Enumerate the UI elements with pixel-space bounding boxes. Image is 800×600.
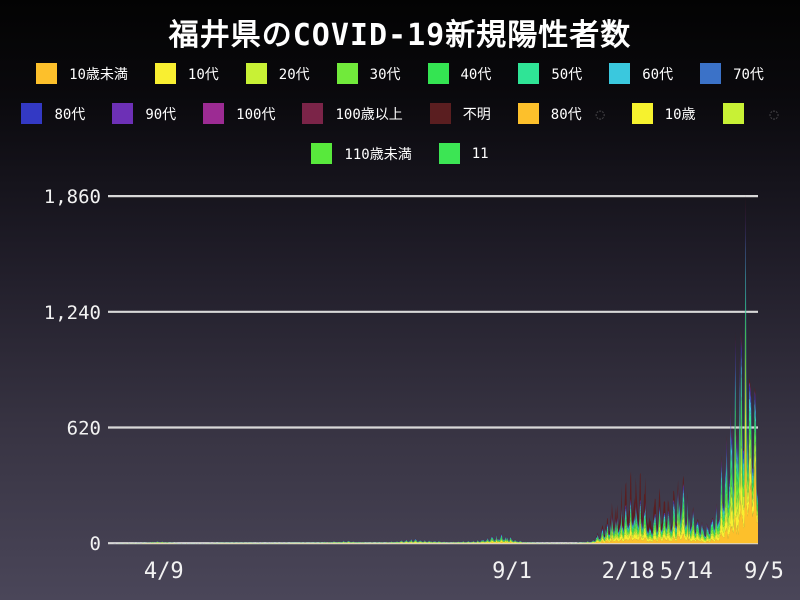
legend-ghost-glyph: ◌ bbox=[769, 104, 779, 123]
legend-swatch bbox=[609, 63, 631, 84]
legend-item-r2-1: 80代 bbox=[21, 103, 85, 124]
x-tick-label-2-18: 2/18 bbox=[602, 559, 655, 584]
x-tick-label-9-1: 9/1 bbox=[492, 559, 532, 584]
y-tick-label-1860: 1,860 bbox=[44, 186, 101, 208]
legend-item-r2-7: 10歳 bbox=[631, 103, 696, 124]
legend-item-r1-1: 10歳未満 bbox=[36, 63, 128, 84]
legend-swatch bbox=[203, 103, 225, 124]
legend-swatch bbox=[21, 103, 43, 124]
legend-label: 10代 bbox=[187, 66, 219, 83]
area-band-40s bbox=[110, 281, 758, 544]
legend-label: 20代 bbox=[278, 66, 310, 83]
legend-label: 90代 bbox=[145, 106, 177, 123]
legend-swatch bbox=[631, 103, 653, 124]
legend-swatch bbox=[700, 63, 722, 84]
legend-label: 10歳未満 bbox=[69, 66, 128, 83]
legend-swatch bbox=[154, 63, 176, 84]
legend-label: 100代 bbox=[236, 106, 276, 123]
legend-label: 60代 bbox=[642, 66, 674, 83]
legend-item-r1-4: 30代 bbox=[336, 63, 401, 84]
legend-row-1: 10歳未満 10代 20代 30代 40代 50代 60代 70代 bbox=[36, 63, 764, 84]
legend-row-3: 110歳未満 11 bbox=[311, 143, 489, 164]
legend-item-r1-8: 70代 bbox=[700, 63, 764, 84]
legend-ghost-glyph: ◌ bbox=[595, 104, 605, 123]
legend-label: 40代 bbox=[460, 66, 492, 83]
area-band-100s bbox=[110, 203, 758, 544]
legend-item-r1-2: 10代 bbox=[154, 63, 219, 84]
chart-title: 福井県のCOVID-19新規陽性者数 bbox=[168, 18, 632, 53]
area-band-20s bbox=[110, 338, 758, 544]
y-tick-label-1240: 1,240 bbox=[44, 302, 101, 324]
legend-label: 10歳 bbox=[664, 106, 696, 123]
legend-swatch bbox=[36, 63, 58, 84]
legend-item-r2-2: 90代 bbox=[112, 103, 176, 124]
legend-item-r2-6: 80代 ◌ bbox=[517, 103, 605, 124]
legend-label: 110歳未満 bbox=[344, 146, 412, 163]
x-tick-label-5-14: 5/14 bbox=[660, 559, 713, 584]
area-band-over100 bbox=[110, 200, 758, 544]
legend-swatch bbox=[518, 63, 540, 84]
legend-label: 70代 bbox=[733, 66, 764, 83]
legend-swatch bbox=[112, 103, 134, 124]
legend-item-r3-2: 11 bbox=[438, 143, 489, 164]
legend-item-r1-7: 60代 bbox=[609, 63, 673, 84]
legend-label: 不明 bbox=[462, 106, 491, 123]
legend-label: 100歳以上 bbox=[335, 106, 403, 123]
area-band-70s bbox=[110, 218, 758, 544]
legend-item-r2-5: 不明 bbox=[429, 103, 491, 124]
x-tick-label-4-9: 4/9 bbox=[144, 559, 184, 584]
area-band-50s bbox=[110, 249, 758, 544]
legend-swatch bbox=[245, 63, 267, 84]
legend-item-r1-5: 40代 bbox=[427, 63, 492, 84]
legend-label: 11 bbox=[471, 145, 489, 162]
legend: 10歳未満 10代 20代 30代 40代 50代 60代 70代 80代 90代 100代 100歳… bbox=[0, 63, 800, 164]
legend-row-2: 80代 90代 100代 100歳以上 不明 80代 ◌ 10歳 ◌ bbox=[21, 103, 779, 124]
legend-swatch bbox=[438, 143, 460, 164]
legend-label: 50代 bbox=[551, 66, 583, 83]
legend-item-r1-6: 50代 bbox=[518, 63, 582, 84]
area-band-30s bbox=[110, 305, 758, 544]
legend-swatch bbox=[517, 103, 539, 124]
area-band-90s bbox=[110, 206, 758, 544]
legend-item-r2-8: ◌ bbox=[722, 103, 779, 124]
legend-label: 30代 bbox=[369, 66, 401, 83]
legend-swatch bbox=[311, 143, 333, 164]
legend-item-r2-4: 100歳以上 bbox=[302, 103, 403, 124]
area-band-unknown bbox=[110, 193, 758, 544]
legend-label: 80代 bbox=[550, 106, 582, 123]
legend-swatch bbox=[336, 63, 358, 84]
legend-item-r2-3: 100代 bbox=[203, 103, 275, 124]
x-tick-label-9-5: 9/5 bbox=[744, 559, 784, 584]
area-band-80s bbox=[110, 212, 758, 544]
area-band-60s bbox=[110, 229, 758, 544]
legend-swatch bbox=[429, 103, 451, 124]
y-tick-label-0: 0 bbox=[90, 533, 101, 555]
legend-swatch bbox=[427, 63, 449, 84]
legend-item-r3-1: 110歳未満 bbox=[311, 143, 412, 164]
legend-swatch bbox=[722, 103, 744, 124]
legend-item-r1-3: 20代 bbox=[245, 63, 310, 84]
legend-swatch bbox=[302, 103, 324, 124]
y-tick-label-620: 620 bbox=[67, 418, 101, 440]
legend-label: 80代 bbox=[54, 106, 86, 123]
